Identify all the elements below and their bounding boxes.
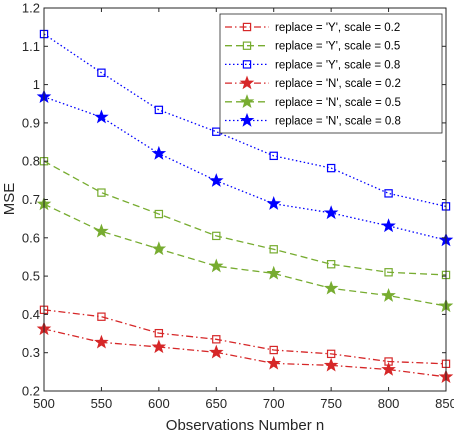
tick-layer: 500 550 600 650 700 750 800 850 0.2 0.3 0.4 0.5 0.6 0… xyxy=(22,1,454,412)
legend-marker xyxy=(242,60,252,69)
x-axis-title: Observations Number n xyxy=(166,417,324,434)
data-point xyxy=(269,151,278,161)
data-point xyxy=(97,312,106,321)
legend-item-2: replace = 'Y', scale = 0.5 xyxy=(225,41,400,53)
y-tick-label: 0.5 xyxy=(22,269,40,284)
data-point xyxy=(381,287,396,302)
data-point xyxy=(326,349,336,359)
legend-marker xyxy=(239,94,255,108)
data-point xyxy=(384,189,393,198)
y-tick-label: 0.9 xyxy=(22,115,40,130)
data-point xyxy=(94,334,109,349)
legend-marker xyxy=(239,75,255,90)
x-tick-label: 850 xyxy=(435,396,454,411)
data-point xyxy=(266,196,282,210)
data-point xyxy=(208,258,224,273)
series-line xyxy=(43,96,447,241)
data-point xyxy=(323,280,339,295)
data-point xyxy=(323,357,339,372)
data-point xyxy=(151,145,167,160)
y-tick-label: 1.1 xyxy=(22,39,40,54)
data-point xyxy=(208,173,224,187)
series-line xyxy=(43,203,447,307)
y-tick-label: 0.3 xyxy=(22,345,40,360)
legend-item-3: replace = 'Y', scale = 0.8 xyxy=(225,59,400,71)
data-point xyxy=(154,105,164,115)
series-line xyxy=(43,328,447,378)
legend-item-5: replace = 'N', scale = 0.5 xyxy=(225,94,401,109)
data-point xyxy=(151,339,167,354)
data-point xyxy=(151,241,167,256)
legend-marker xyxy=(239,112,255,127)
y-tick-label: 0.6 xyxy=(22,230,40,245)
x-tick-label: 750 xyxy=(320,396,342,411)
data-point xyxy=(94,109,109,124)
x-tick-label: 500 xyxy=(33,396,55,411)
x-tick-label: 800 xyxy=(378,396,400,411)
data-point xyxy=(326,260,336,269)
data-point xyxy=(94,223,109,238)
legend-label: replace = 'N', scale = 0.2 xyxy=(275,78,401,90)
data-point xyxy=(208,344,224,359)
legend-item-4: replace = 'N', scale = 0.2 xyxy=(225,75,401,90)
legend-label: replace = 'Y', scale = 0.8 xyxy=(275,59,400,71)
x-tick-label: 650 xyxy=(205,396,227,411)
data-point xyxy=(381,218,396,233)
y-tick-label: 0.4 xyxy=(22,307,40,322)
legend-label: replace = 'N', scale = 0.5 xyxy=(275,97,401,109)
x-tick-label: 700 xyxy=(263,396,285,411)
legend-label: replace = 'N', scale = 0.8 xyxy=(275,116,401,128)
data-point xyxy=(97,188,106,197)
x-tick-label: 600 xyxy=(148,396,170,411)
legend-marker xyxy=(242,41,252,50)
legend-label: replace = 'Y', scale = 0.2 xyxy=(275,22,400,34)
legend: replace = 'Y', scale = 0.2 replace = 'Y',… xyxy=(219,13,443,134)
legend-item-6: replace = 'N', scale = 0.8 xyxy=(225,112,401,128)
series-line xyxy=(43,33,447,208)
y-axis-title: MSE xyxy=(1,183,18,216)
y-tick-label: 0.8 xyxy=(22,154,40,169)
legend-box xyxy=(219,13,443,134)
data-point xyxy=(154,328,164,338)
y-tick-label: 1 xyxy=(33,77,40,92)
data-point xyxy=(323,205,339,220)
data-point xyxy=(212,335,221,344)
legend-item-1: replace = 'Y', scale = 0.2 xyxy=(225,22,400,34)
data-point xyxy=(269,245,278,254)
data-point xyxy=(381,361,396,376)
legend-label: replace = 'Y', scale = 0.5 xyxy=(275,41,400,53)
data-point xyxy=(269,345,278,355)
y-tick-label: 0.2 xyxy=(22,384,40,399)
data-point xyxy=(266,265,282,280)
data-point xyxy=(212,231,221,241)
data-point xyxy=(97,68,106,77)
data-point xyxy=(326,163,336,173)
y-tick-label: 1.2 xyxy=(22,1,40,16)
series-line xyxy=(43,309,447,365)
legend-marker xyxy=(242,22,252,32)
x-tick-label: 550 xyxy=(91,396,113,411)
data-point xyxy=(154,209,164,219)
data-point xyxy=(384,268,393,277)
data-point xyxy=(266,355,282,370)
series-line xyxy=(43,160,447,276)
series-2 xyxy=(39,157,451,280)
y-tick-label: 0.7 xyxy=(22,192,40,207)
